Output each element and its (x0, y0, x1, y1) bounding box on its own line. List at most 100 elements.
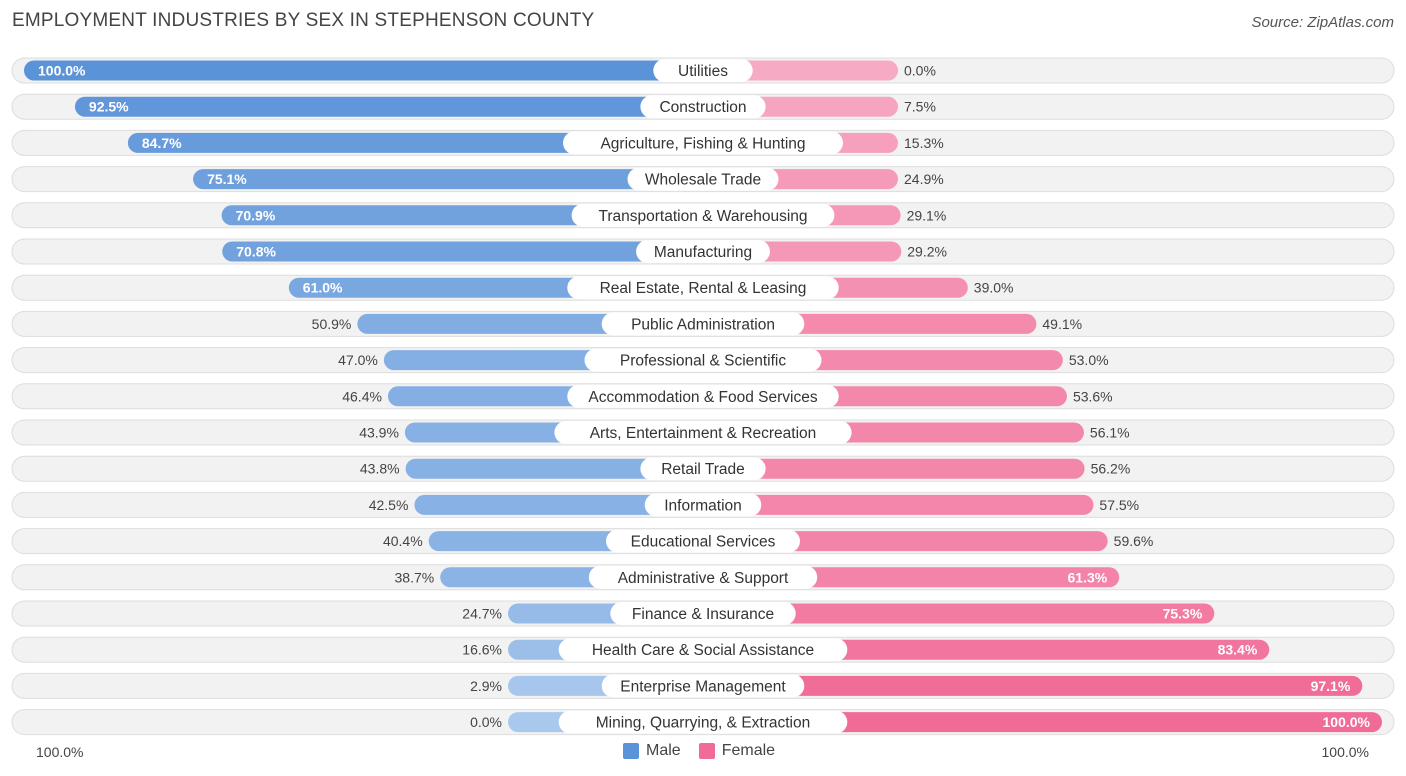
category-label-background (558, 638, 848, 662)
value-label-female: 29.2% (907, 244, 947, 260)
value-label-male: 43.9% (359, 425, 399, 441)
bar-male (193, 169, 704, 190)
legend-swatch-female (698, 743, 715, 759)
value-label-female: 75.3% (1163, 606, 1203, 622)
category-label: Enterprise Management (620, 678, 786, 695)
legend-item-female: Female (698, 742, 776, 760)
chart-title: EMPLOYMENT INDUSTRIES BY SEX IN STEPHENS… (12, 10, 595, 31)
value-label-female: 53.0% (1069, 352, 1109, 368)
category-label: Public Administration (631, 316, 775, 333)
value-label-female: 53.6% (1073, 388, 1113, 404)
value-label-male: 46.4% (342, 388, 382, 404)
category-label: Manufacturing (654, 244, 752, 261)
category-label: Health Care & Social Assistance (592, 642, 814, 659)
category-label: Mining, Quarrying, & Extraction (596, 715, 811, 732)
category-label-background (640, 95, 766, 119)
category-label: Retail Trade (661, 461, 745, 478)
value-label-male: 70.8% (236, 244, 276, 260)
category-label: Construction (659, 99, 746, 116)
legend: Male Female (623, 742, 785, 760)
category-label: Information (664, 497, 742, 514)
category-label: Agriculture, Fishing & Hunting (600, 135, 805, 152)
category-label-background (584, 348, 822, 372)
bar-female (703, 494, 1094, 515)
value-label-female: 61.3% (1068, 569, 1108, 585)
value-label-female: 39.0% (974, 280, 1014, 296)
category-label-background (644, 493, 762, 517)
category-label-background (653, 59, 753, 82)
legend-label-female: Female (721, 742, 776, 759)
value-label-female: 83.4% (1218, 642, 1258, 658)
value-label-male: 84.7% (142, 135, 182, 151)
bar-male (222, 241, 703, 262)
category-label-background (640, 457, 766, 481)
value-label-male: 0.0% (470, 714, 502, 730)
category-label-background (588, 565, 818, 589)
axis-right-label: 100.0% (1321, 744, 1369, 760)
value-label-male: 92.5% (89, 99, 129, 115)
category-label-background (571, 203, 835, 227)
value-label-female: 15.3% (904, 135, 944, 151)
category-label: Finance & Insurance (632, 606, 774, 623)
category-label: Utilities (678, 63, 728, 80)
category-label-background (601, 674, 805, 698)
legend-item-male: Male (623, 742, 681, 760)
category-label-background (567, 276, 839, 300)
bar-female (703, 603, 1215, 624)
legend-label-male: Male (646, 742, 681, 759)
category-label-background (558, 710, 848, 734)
category-label: Wholesale Trade (645, 172, 761, 189)
value-label-female: 97.1% (1311, 678, 1351, 694)
value-label-male: 75.1% (207, 171, 247, 187)
value-label-male: 40.4% (383, 533, 423, 549)
category-label-background (554, 421, 852, 444)
value-label-female: 49.1% (1042, 316, 1082, 332)
category-label: Real Estate, Rental & Leasing (600, 280, 807, 297)
value-label-female: 7.5% (904, 99, 936, 115)
bar-male (405, 458, 703, 479)
value-label-female: 29.1% (907, 207, 947, 223)
category-label: Accommodation & Food Services (588, 389, 817, 406)
category-label: Professional & Scientific (620, 353, 787, 370)
bar-male (414, 494, 703, 515)
bar-female (703, 712, 1382, 733)
value-label-male: 24.7% (462, 606, 502, 622)
value-label-male: 100.0% (38, 63, 86, 79)
bar-female (703, 531, 1108, 552)
value-label-female: 100.0% (1323, 714, 1371, 730)
value-label-male: 61.0% (303, 280, 343, 296)
category-label-background (606, 529, 800, 553)
value-label-female: 57.5% (1099, 497, 1139, 513)
diverging-bar-chart: Utilities 100.0% 0.0% Construction 92.5% 7.5%… (11, 57, 1395, 736)
category-label-background (601, 312, 805, 336)
category-label-background (610, 602, 796, 625)
value-label-female: 0.0% (904, 63, 936, 79)
source-label: Source: ZipAtlas.com (1251, 14, 1394, 31)
value-label-female: 24.9% (904, 171, 944, 187)
value-label-male: 42.5% (369, 497, 409, 513)
category-label-background (636, 240, 770, 263)
value-label-female: 59.6% (1114, 533, 1154, 549)
value-label-female: 56.1% (1090, 425, 1130, 441)
category-label-background (567, 384, 839, 408)
category-label-background (627, 167, 779, 191)
legend-swatch-male (623, 743, 639, 759)
value-label-male: 50.9% (312, 316, 352, 332)
axis-left-label: 100.0% (36, 744, 84, 760)
bar-male (24, 60, 703, 81)
value-label-male: 38.7% (395, 569, 435, 585)
value-label-male: 70.9% (236, 207, 276, 223)
value-label-male: 43.8% (360, 461, 400, 477)
value-label-female: 56.2% (1091, 461, 1131, 477)
category-label: Educational Services (631, 534, 776, 551)
bar-female (703, 458, 1085, 479)
bar-male (74, 96, 704, 117)
category-label: Arts, Entertainment & Recreation (590, 425, 817, 442)
bar-female (703, 60, 898, 81)
value-label-male: 2.9% (470, 678, 502, 694)
category-label-background (563, 131, 843, 155)
value-label-male: 16.6% (462, 642, 502, 658)
bar-female (703, 675, 1363, 696)
category-label: Transportation & Warehousing (598, 208, 807, 225)
bar-male (127, 132, 703, 153)
